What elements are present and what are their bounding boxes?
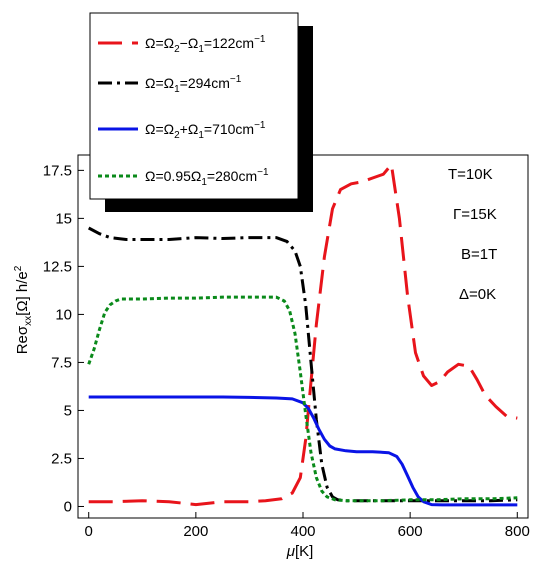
series-line-3 — [87, 295, 518, 503]
x-axis-label: μ[K] — [286, 543, 314, 560]
legend-label-3: Ω=0.95Ω1=280cm−1 — [145, 167, 269, 188]
series-line-2 — [88, 395, 518, 507]
x-tick-label: 600 — [398, 523, 423, 540]
y-tick-label: 7.5 — [51, 354, 72, 371]
annotation-gap: Δ=0K — [459, 286, 496, 303]
series-line-1 — [87, 226, 518, 503]
series-lines — [87, 163, 518, 507]
y-tick-label: 5 — [64, 402, 72, 419]
y-tick-label: 0 — [64, 498, 72, 515]
annotation-temperature: T=10K — [448, 166, 493, 183]
legend-label-1: Ω=Ω1=294cm−1 — [145, 74, 242, 95]
axis-ticks: 0 200 400 600 800 0 2.5 5 7.5 10 12.5 15 17.5 — [43, 162, 530, 540]
legend-label-2: Ω=Ω2+Ω1=710cm−1 — [145, 120, 266, 141]
annotation-gamma: Γ=15K — [453, 206, 497, 223]
legend-label-0: Ω=Ω2−Ω1=122cm−1 — [145, 34, 266, 55]
x-tick-label: 200 — [183, 523, 208, 540]
legend-box — [89, 12, 299, 200]
y-tick-label: 12.5 — [43, 258, 72, 275]
y-tick-label: 17.5 — [43, 162, 72, 179]
y-tick-label: 10 — [55, 306, 72, 323]
annotation-field: B=1T — [461, 246, 497, 263]
x-tick-label: 400 — [290, 523, 315, 540]
x-tick-label: 800 — [505, 523, 530, 540]
y-axis-label: Reσxx[Ω] h/e2 — [13, 265, 34, 354]
series-line-0 — [88, 163, 518, 507]
y-tick-label: 2.5 — [51, 450, 72, 467]
x-tick-label: 0 — [85, 523, 93, 540]
y-tick-label: 15 — [55, 210, 72, 227]
legend: Ω=Ω2−Ω1=122cm−1 Ω=Ω1=294cm−1 Ω=Ω2+Ω1=710cm… — [89, 12, 313, 212]
